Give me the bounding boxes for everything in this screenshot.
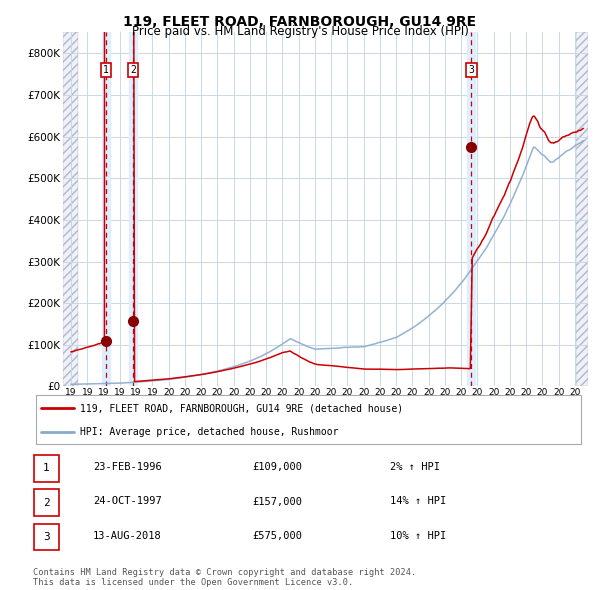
Text: 2% ↑ HPI: 2% ↑ HPI [390,463,440,472]
FancyBboxPatch shape [34,455,59,481]
Text: 2: 2 [43,498,50,507]
Text: £575,000: £575,000 [252,531,302,540]
Text: 1: 1 [43,464,50,473]
Text: 2: 2 [130,65,136,75]
Bar [129,32,137,386]
Bar [467,32,475,386]
Text: 14% ↑ HPI: 14% ↑ HPI [390,497,446,506]
Text: 24-OCT-1997: 24-OCT-1997 [93,497,162,506]
FancyBboxPatch shape [34,524,59,550]
Text: 3: 3 [469,65,474,75]
FancyBboxPatch shape [34,490,59,516]
Text: 10% ↑ HPI: 10% ↑ HPI [390,531,446,540]
Text: £157,000: £157,000 [252,497,302,506]
Text: 23-FEB-1996: 23-FEB-1996 [93,463,162,472]
Text: HPI: Average price, detached house, Rushmoor: HPI: Average price, detached house, Rush… [80,428,338,437]
Text: £109,000: £109,000 [252,463,302,472]
Text: 119, FLEET ROAD, FARNBOROUGH, GU14 9RE: 119, FLEET ROAD, FARNBOROUGH, GU14 9RE [124,15,476,29]
Text: Contains HM Land Registry data © Crown copyright and database right 2024.
This d: Contains HM Land Registry data © Crown c… [33,568,416,587]
Text: 119, FLEET ROAD, FARNBOROUGH, GU14 9RE (detached house): 119, FLEET ROAD, FARNBOROUGH, GU14 9RE (… [80,403,403,413]
Text: 13-AUG-2018: 13-AUG-2018 [93,531,162,540]
Text: Price paid vs. HM Land Registry's House Price Index (HPI): Price paid vs. HM Land Registry's House … [131,25,469,38]
Text: 3: 3 [43,532,50,542]
FancyBboxPatch shape [36,395,581,444]
Text: 1: 1 [103,65,109,75]
Bar [102,32,110,386]
